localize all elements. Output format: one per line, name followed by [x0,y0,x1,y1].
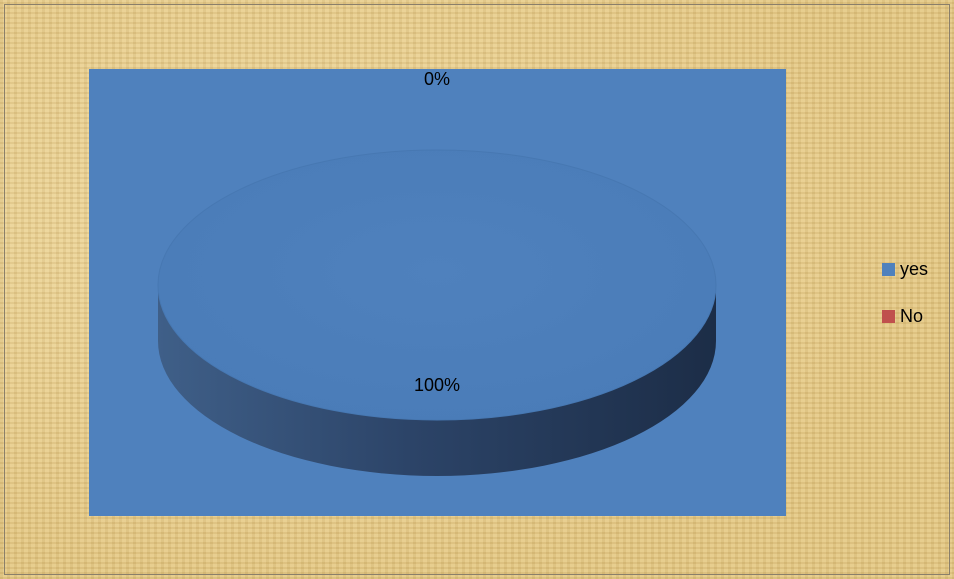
data-label-no: 0% [424,69,450,89]
legend-swatch-yes [882,262,895,276]
pie-side [158,285,716,476]
pie-slice-yes [157,149,717,421]
legend-swatch-no [882,309,895,323]
data-label-yes: 100% [414,375,460,395]
legend: yes No [882,258,928,352]
legend-item-yes: yes [882,258,928,280]
chart-frame [4,4,950,575]
legend-label-yes: yes [900,258,929,279]
legend-label-no: No [900,305,924,326]
legend-item-no: No [882,305,928,327]
